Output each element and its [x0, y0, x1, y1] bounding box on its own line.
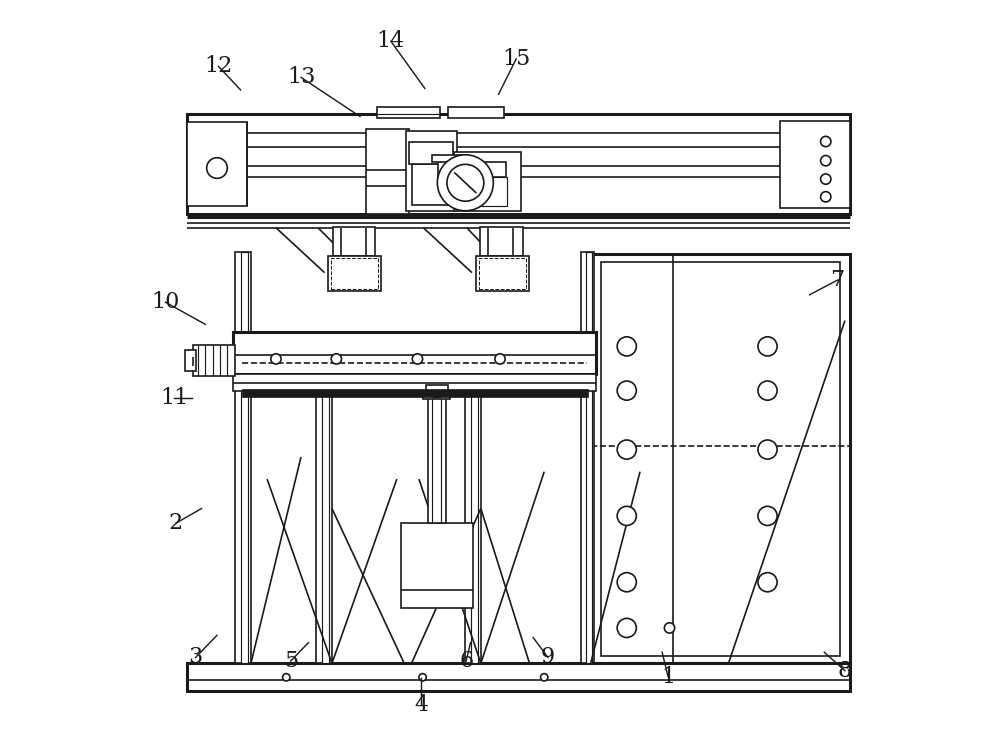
Bar [242, 389, 588, 397]
Bar [401, 523, 473, 608]
Bar [333, 227, 375, 256]
Circle shape [821, 156, 831, 166]
Bar [591, 254, 850, 663]
Text: 5: 5 [284, 650, 298, 672]
Circle shape [617, 506, 636, 525]
Bar [187, 663, 850, 691]
Bar [331, 258, 378, 289]
Circle shape [447, 164, 484, 201]
Bar [480, 227, 523, 256]
Circle shape [758, 440, 777, 459]
Bar [423, 391, 450, 399]
Bar [322, 391, 329, 663]
Circle shape [821, 136, 831, 147]
Bar [409, 142, 453, 164]
Bar [187, 122, 247, 206]
Circle shape [437, 155, 493, 211]
Text: 2: 2 [169, 512, 183, 534]
Bar [581, 252, 594, 663]
Circle shape [758, 506, 777, 525]
Bar [586, 252, 592, 663]
Text: 1: 1 [661, 666, 675, 688]
Bar [241, 252, 248, 663]
Circle shape [617, 618, 636, 638]
Bar [471, 391, 478, 663]
Circle shape [617, 573, 636, 592]
Circle shape [419, 674, 426, 681]
Text: 4: 4 [414, 694, 428, 716]
Text: 13: 13 [287, 66, 315, 88]
Circle shape [207, 158, 227, 178]
Circle shape [821, 192, 831, 202]
Circle shape [412, 354, 423, 364]
Bar [377, 107, 440, 118]
Bar [328, 256, 381, 291]
Bar [454, 152, 521, 211]
Text: 9: 9 [541, 646, 555, 668]
Circle shape [541, 674, 548, 681]
Circle shape [758, 381, 777, 400]
Text: 12: 12 [204, 55, 233, 77]
Circle shape [617, 381, 636, 400]
Bar [601, 262, 840, 656]
Bar [233, 332, 596, 374]
Bar [412, 164, 452, 205]
Bar [465, 391, 481, 663]
Bar [316, 391, 332, 663]
Circle shape [664, 623, 675, 633]
Bar [780, 121, 850, 208]
Bar [448, 107, 504, 118]
Bar [187, 114, 850, 214]
Text: 3: 3 [188, 646, 203, 668]
Text: 11: 11 [160, 387, 188, 409]
Circle shape [758, 573, 777, 592]
Circle shape [283, 674, 290, 681]
Bar [426, 385, 448, 392]
Bar [479, 258, 526, 289]
Circle shape [495, 354, 505, 364]
Bar [185, 350, 196, 371]
Circle shape [617, 440, 636, 459]
Bar [428, 394, 446, 523]
Bar [235, 252, 251, 663]
Bar [457, 177, 507, 206]
Text: 15: 15 [502, 48, 530, 70]
Bar [438, 158, 457, 177]
Text: 6: 6 [459, 650, 473, 672]
Circle shape [271, 354, 281, 364]
Bar [432, 155, 462, 162]
Bar [366, 129, 409, 214]
Text: 8: 8 [838, 660, 852, 682]
Bar [193, 345, 235, 376]
Bar [476, 256, 529, 291]
Bar [456, 162, 506, 177]
Circle shape [821, 174, 831, 184]
Bar [233, 374, 596, 391]
Circle shape [617, 337, 636, 356]
Text: 7: 7 [830, 269, 845, 291]
Circle shape [758, 337, 777, 356]
Text: 10: 10 [151, 291, 180, 313]
Circle shape [331, 354, 342, 364]
Text: 14: 14 [377, 30, 405, 52]
Bar [406, 131, 457, 211]
